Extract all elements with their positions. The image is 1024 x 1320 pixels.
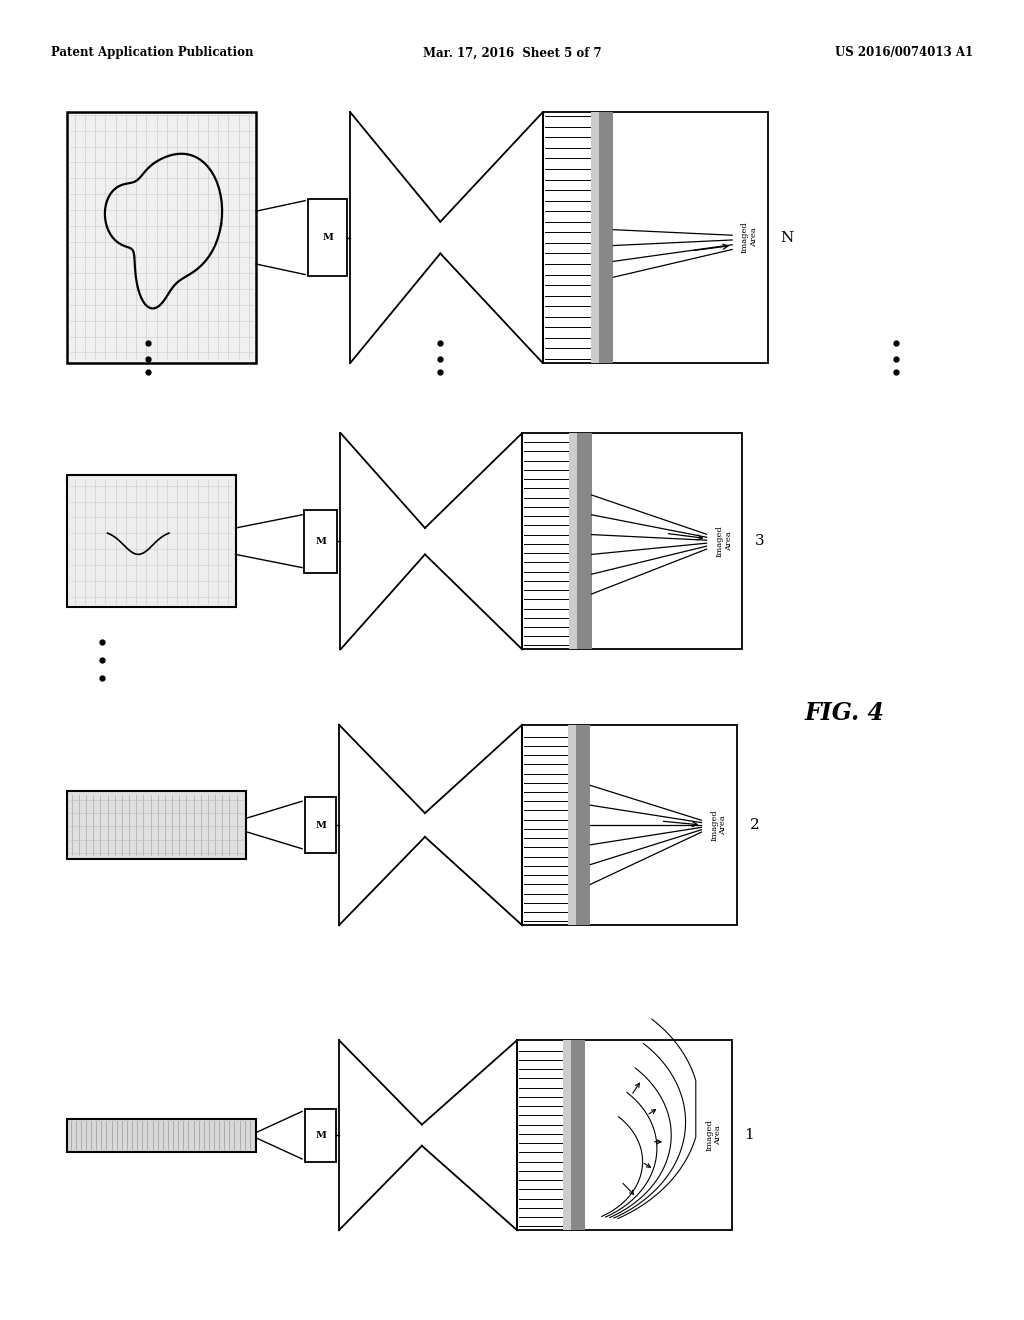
Text: N: N [780, 231, 794, 244]
Text: FIG. 4: FIG. 4 [805, 701, 885, 725]
Bar [303, 510, 338, 573]
Bar [567, 725, 575, 925]
Text: M: M [315, 821, 326, 829]
Text: Imaged
Area: Imaged Area [711, 809, 727, 841]
Text: US 2016/0074013 A1: US 2016/0074013 A1 [835, 46, 973, 59]
Text: M: M [315, 1131, 326, 1139]
Text: M: M [323, 234, 333, 242]
Text: Patent Application Publication: Patent Application Publication [51, 46, 254, 59]
Bar [543, 112, 768, 363]
Text: Mar. 17, 2016  Sheet 5 of 7: Mar. 17, 2016 Sheet 5 of 7 [423, 46, 601, 59]
Bar [305, 1109, 336, 1162]
Bar [571, 1040, 586, 1230]
Bar [305, 797, 336, 853]
Bar [591, 112, 599, 363]
Bar [599, 112, 613, 363]
Bar [67, 1119, 256, 1151]
Bar [575, 725, 590, 925]
Text: Imaged
Area: Imaged Area [741, 222, 758, 253]
Text: Imaged
Area: Imaged Area [706, 1119, 722, 1151]
Bar [67, 112, 256, 363]
Bar [578, 433, 592, 649]
Bar [67, 475, 236, 607]
Bar [563, 1040, 571, 1230]
Text: M: M [315, 537, 326, 545]
Text: 1: 1 [744, 1129, 755, 1142]
Text: 3: 3 [755, 535, 764, 548]
Bar [569, 433, 578, 649]
Bar [522, 433, 742, 649]
Bar [522, 725, 737, 925]
Bar [308, 199, 347, 276]
Bar [517, 1040, 732, 1230]
Bar [67, 791, 246, 859]
Text: 2: 2 [750, 818, 760, 832]
Text: Imaged
Area: Imaged Area [716, 525, 732, 557]
